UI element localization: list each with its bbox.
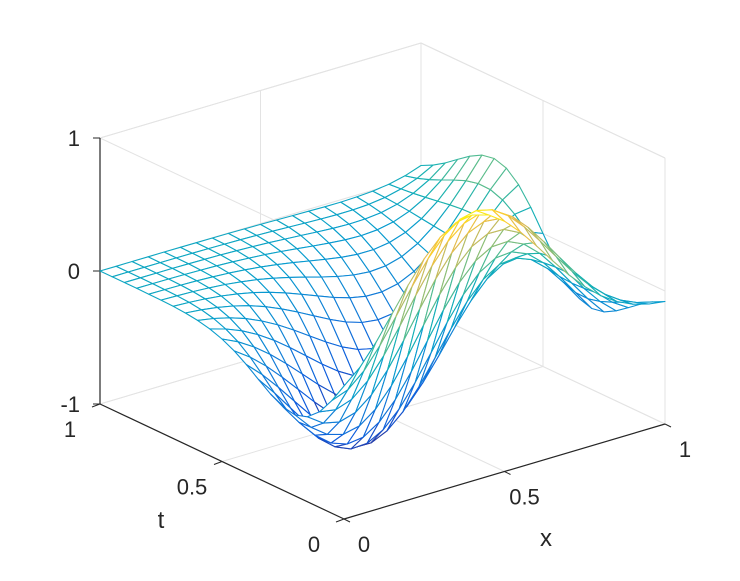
t-tick bbox=[335, 518, 345, 523]
x-tick-label: 1 bbox=[679, 437, 691, 462]
x-tick bbox=[504, 471, 511, 475]
t-tick-label: 0.5 bbox=[177, 475, 208, 500]
z-tick-label: -1 bbox=[60, 392, 80, 417]
side-grid-z bbox=[420, 308, 666, 425]
t-tick-label: 1 bbox=[64, 417, 76, 442]
x-axis-label: x bbox=[540, 525, 552, 552]
back-grid-z bbox=[99, 42, 422, 139]
x-tick-label: 0 bbox=[358, 532, 370, 557]
surface-cell bbox=[636, 300, 666, 305]
surface-mesh bbox=[99, 154, 666, 450]
x-tick bbox=[664, 423, 672, 428]
side-grid-z bbox=[420, 42, 666, 159]
t-tick bbox=[213, 461, 223, 465]
t-axis-label: t bbox=[158, 507, 165, 534]
z-tick-label: 1 bbox=[68, 126, 80, 151]
z-tick-label: 0 bbox=[68, 259, 80, 284]
x-tick bbox=[343, 518, 351, 523]
t-tick-label: 0 bbox=[308, 532, 320, 557]
x-tick-label: 0.5 bbox=[509, 485, 540, 510]
